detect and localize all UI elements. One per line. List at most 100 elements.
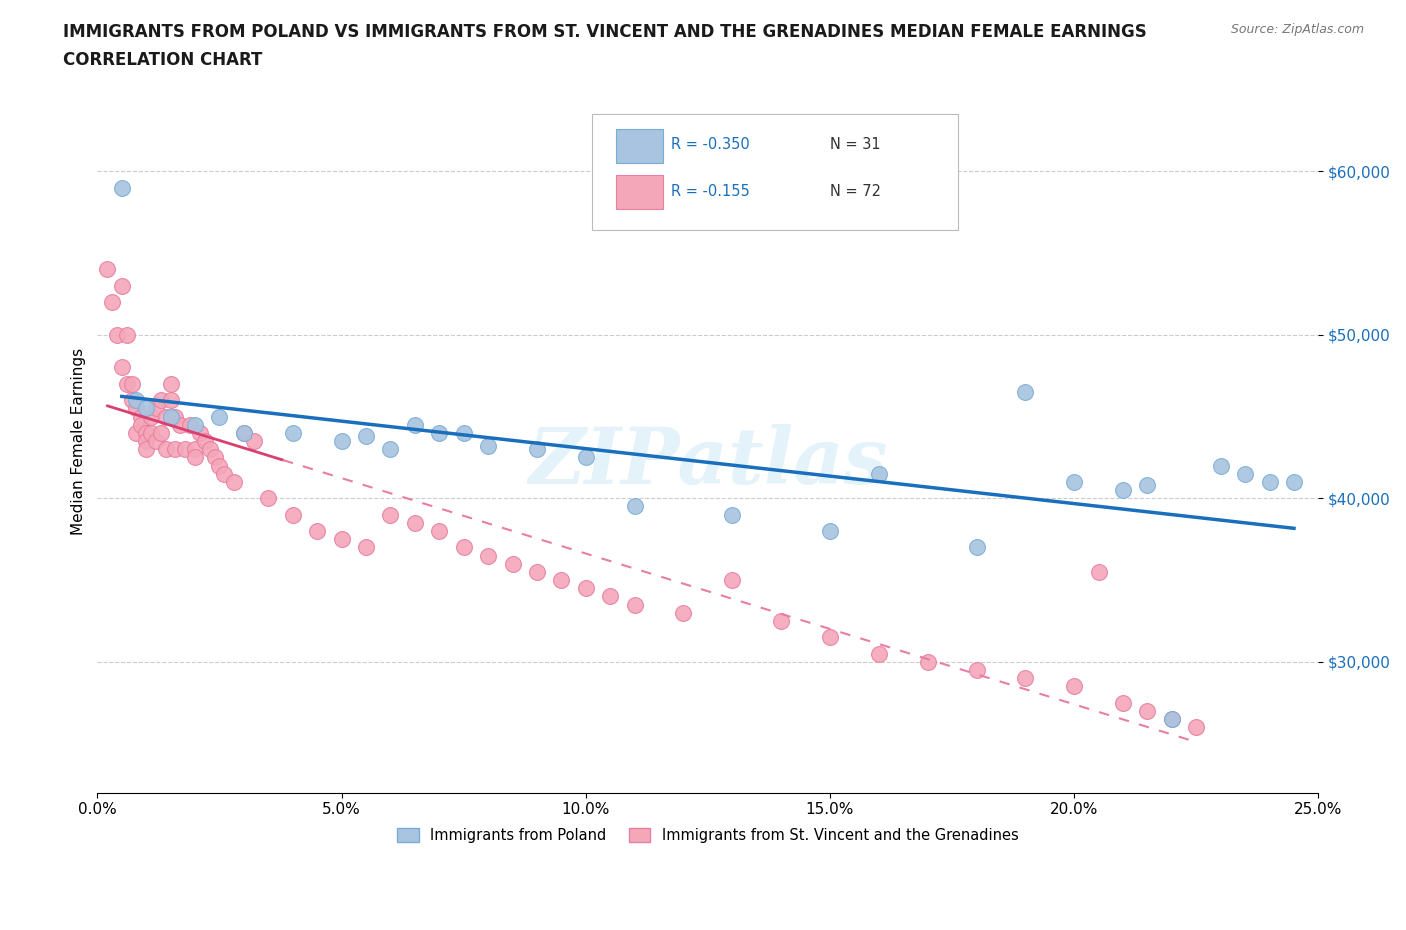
Point — [174, 442, 197, 457]
Point — [131, 418, 153, 432]
Point — [453, 540, 475, 555]
Point — [818, 524, 841, 538]
FancyBboxPatch shape — [592, 114, 959, 230]
Point — [1160, 711, 1182, 726]
Point — [453, 425, 475, 440]
Point — [1014, 671, 1036, 685]
Point — [818, 630, 841, 644]
Point — [165, 409, 187, 424]
Point — [159, 377, 181, 392]
Point — [208, 458, 231, 473]
Point — [232, 425, 254, 440]
Point — [354, 429, 377, 444]
FancyBboxPatch shape — [616, 175, 662, 209]
Point — [121, 392, 143, 407]
Point — [184, 418, 207, 432]
Point — [477, 439, 499, 454]
Point — [526, 565, 548, 579]
Point — [135, 401, 157, 416]
Point — [188, 425, 211, 440]
Point — [330, 433, 353, 448]
Point — [208, 409, 231, 424]
Point — [721, 573, 744, 588]
Point — [115, 327, 138, 342]
Text: N = 31: N = 31 — [830, 137, 880, 152]
Point — [1258, 474, 1281, 489]
Point — [575, 581, 598, 596]
Point — [149, 392, 172, 407]
Point — [139, 409, 162, 424]
Point — [101, 295, 124, 310]
Point — [111, 180, 134, 195]
Point — [1160, 711, 1182, 726]
Point — [155, 442, 177, 457]
Point — [242, 433, 264, 448]
Text: Source: ZipAtlas.com: Source: ZipAtlas.com — [1230, 23, 1364, 36]
Point — [149, 425, 172, 440]
Point — [1185, 720, 1208, 735]
Text: R = -0.350: R = -0.350 — [671, 137, 749, 152]
Point — [623, 597, 645, 612]
Point — [1063, 679, 1085, 694]
Point — [165, 442, 187, 457]
Point — [224, 474, 246, 489]
Point — [672, 605, 695, 620]
Point — [404, 418, 426, 432]
Point — [105, 327, 128, 342]
Point — [232, 425, 254, 440]
Point — [354, 540, 377, 555]
Point — [307, 524, 329, 538]
Point — [575, 450, 598, 465]
Point — [1014, 385, 1036, 400]
Point — [125, 425, 148, 440]
FancyBboxPatch shape — [616, 129, 662, 164]
Point — [427, 524, 450, 538]
Text: R = -0.155: R = -0.155 — [671, 184, 749, 199]
Point — [111, 278, 134, 293]
Point — [550, 573, 572, 588]
Text: IMMIGRANTS FROM POLAND VS IMMIGRANTS FROM ST. VINCENT AND THE GRENADINES MEDIAN : IMMIGRANTS FROM POLAND VS IMMIGRANTS FRO… — [63, 23, 1147, 41]
Legend: Immigrants from Poland, Immigrants from St. Vincent and the Grenadines: Immigrants from Poland, Immigrants from … — [391, 822, 1025, 849]
Point — [111, 360, 134, 375]
Point — [135, 433, 157, 448]
Point — [214, 466, 236, 481]
Point — [204, 450, 226, 465]
Point — [1209, 458, 1232, 473]
Point — [169, 418, 191, 432]
Point — [194, 433, 217, 448]
Point — [868, 646, 890, 661]
Point — [477, 548, 499, 563]
Point — [1136, 478, 1159, 493]
Point — [121, 377, 143, 392]
Point — [139, 425, 162, 440]
Point — [526, 442, 548, 457]
Point — [1282, 474, 1305, 489]
Point — [1112, 483, 1135, 498]
Point — [380, 442, 402, 457]
Point — [1234, 466, 1257, 481]
Point — [721, 507, 744, 522]
Point — [257, 491, 280, 506]
Point — [966, 663, 988, 678]
Point — [1136, 703, 1159, 718]
Point — [135, 425, 157, 440]
Point — [96, 262, 118, 277]
Point — [145, 401, 167, 416]
Point — [155, 409, 177, 424]
Point — [502, 556, 524, 571]
Point — [330, 532, 353, 547]
Point — [159, 409, 181, 424]
Y-axis label: Median Female Earnings: Median Female Earnings — [72, 348, 86, 535]
Point — [135, 442, 157, 457]
Point — [1063, 474, 1085, 489]
Point — [427, 425, 450, 440]
Point — [917, 655, 939, 670]
Point — [184, 442, 207, 457]
Point — [623, 499, 645, 514]
Point — [125, 401, 148, 416]
Point — [198, 442, 221, 457]
Text: ZIPatlas: ZIPatlas — [529, 424, 887, 500]
Point — [404, 515, 426, 530]
Point — [868, 466, 890, 481]
Point — [281, 425, 304, 440]
